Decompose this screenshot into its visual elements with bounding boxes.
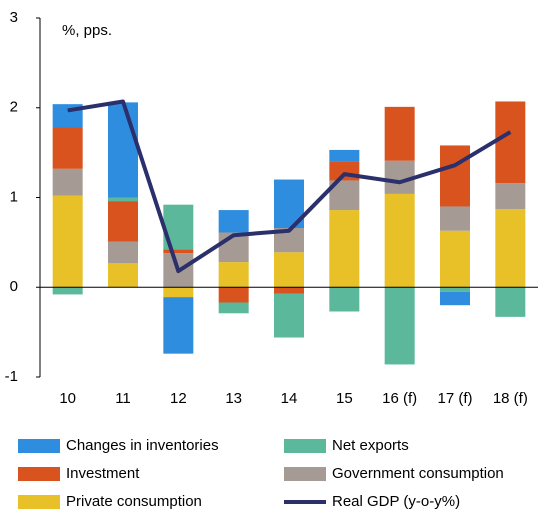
x-tick-label: 14: [281, 390, 298, 407]
y-tick-label: 1: [10, 188, 18, 205]
bar-segment: [495, 287, 526, 317]
bar-segment: [440, 145, 470, 207]
x-tick-label: 17 (f): [437, 390, 472, 407]
legend-swatch: [18, 439, 60, 453]
bar-segment: [495, 101, 526, 184]
bar-segment: [440, 291, 470, 306]
legend-swatch: [18, 467, 60, 481]
bar-segment: [163, 249, 194, 254]
bar-segment: [52, 168, 83, 196]
x-tick-label: 12: [170, 390, 187, 407]
legend-label: Changes in inventories: [66, 437, 219, 454]
bar-segment: [329, 287, 360, 312]
legend-label: Real GDP (y-o-y%): [332, 493, 460, 510]
bar-segment: [218, 210, 249, 233]
bar-segment: [329, 210, 360, 288]
legend-label: Net exports: [332, 437, 409, 454]
bar-segment: [440, 287, 470, 292]
bar-segment: [218, 262, 249, 288]
bar-segment: [108, 197, 138, 202]
annotation: %, pps.: [62, 22, 112, 39]
y-tick-label: 3: [10, 9, 18, 26]
bar-segment: [52, 127, 83, 169]
gdp-line: [67, 99, 512, 274]
bar-segment: [163, 287, 194, 298]
bar-segment: [495, 183, 526, 210]
bar-segment: [384, 193, 415, 288]
bar-segment: [52, 195, 83, 288]
bar-segment: [218, 302, 249, 314]
bar-segment: [495, 209, 526, 288]
bar-segment: [218, 287, 249, 303]
bar-segment: [384, 287, 415, 365]
bar-segment: [108, 263, 138, 288]
y-tick-label: -1: [5, 368, 18, 385]
bar-segment: [108, 201, 138, 242]
legend-label: Investment: [66, 465, 140, 482]
bar-segment: [274, 287, 304, 294]
legend-swatch: [284, 439, 326, 453]
bar-segment: [163, 297, 194, 354]
x-tick-label: 15: [336, 390, 353, 407]
bar-segment: [108, 102, 138, 198]
bar-segment: [108, 241, 138, 264]
y-tick-label: 0: [10, 278, 18, 295]
x-tick-label: 11: [115, 390, 131, 407]
bar-segment: [384, 106, 415, 161]
legend-swatch: [284, 467, 326, 481]
y-tick-label: 2: [10, 99, 18, 116]
bar-segment: [274, 252, 304, 288]
bar-segment: [440, 206, 470, 231]
bar-segment: [274, 293, 304, 338]
bar-segment: [52, 287, 83, 295]
x-tick-label: 10: [59, 390, 76, 407]
x-tick-label: 13: [225, 390, 242, 407]
bar-segment: [440, 230, 470, 288]
x-tick-label: 18 (f): [493, 390, 528, 407]
bar-segment: [329, 149, 360, 162]
legend-label: Government consumption: [332, 465, 504, 482]
legend-swatch: [18, 495, 60, 509]
x-tick-label: 16 (f): [382, 390, 417, 407]
legend-label: Private consumption: [66, 493, 202, 510]
